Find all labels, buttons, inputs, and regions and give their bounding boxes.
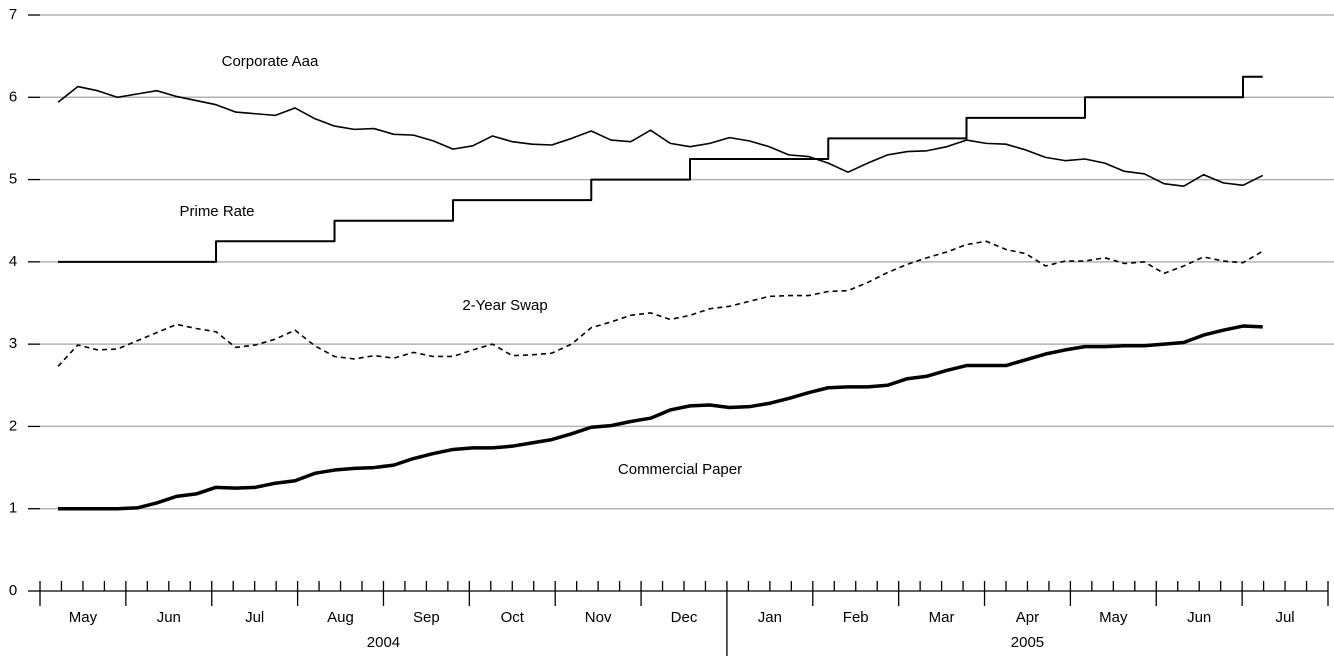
x-tick-label: Jul	[1275, 609, 1294, 626]
x-tick-label: Aug	[327, 609, 354, 626]
x-tick-label: May	[1099, 609, 1128, 626]
x-tick-label: Mar	[929, 609, 955, 626]
year-label: 2005	[1011, 634, 1044, 651]
y-tick-label: 1	[9, 500, 17, 517]
series-line	[58, 324, 1263, 511]
series-line	[57, 85, 1264, 187]
x-tick-label: Jan	[758, 609, 782, 626]
x-tick-label: Sep	[413, 609, 440, 626]
y-tick-label: 3	[9, 335, 17, 352]
x-tick-label: Jun	[1187, 609, 1211, 626]
x-tick-label: Jun	[157, 609, 181, 626]
series-label: Corporate Aaa	[222, 53, 319, 70]
y-tick-label: 7	[9, 6, 17, 23]
y-tick-label: 5	[9, 171, 17, 188]
y-tick-label: 4	[9, 253, 17, 270]
x-tick-label: Feb	[843, 609, 869, 626]
x-tick-label: May	[69, 609, 98, 626]
y-tick-label: 2	[9, 417, 17, 434]
series-line	[58, 75, 1263, 263]
y-tick-label: 0	[9, 582, 17, 599]
x-tick-label: Oct	[501, 609, 525, 626]
series-label: Commercial Paper	[618, 461, 742, 478]
series-label: Prime Rate	[179, 203, 254, 220]
x-tick-label: Dec	[671, 609, 698, 626]
series-line	[57, 240, 1264, 367]
series-label: 2-Year Swap	[462, 297, 547, 314]
x-tick-label: Jul	[245, 609, 264, 626]
year-label: 2004	[367, 634, 400, 651]
y-tick-label: 6	[9, 88, 17, 105]
x-tick-label: Apr	[1016, 609, 1039, 626]
x-tick-label: Nov	[585, 609, 612, 626]
